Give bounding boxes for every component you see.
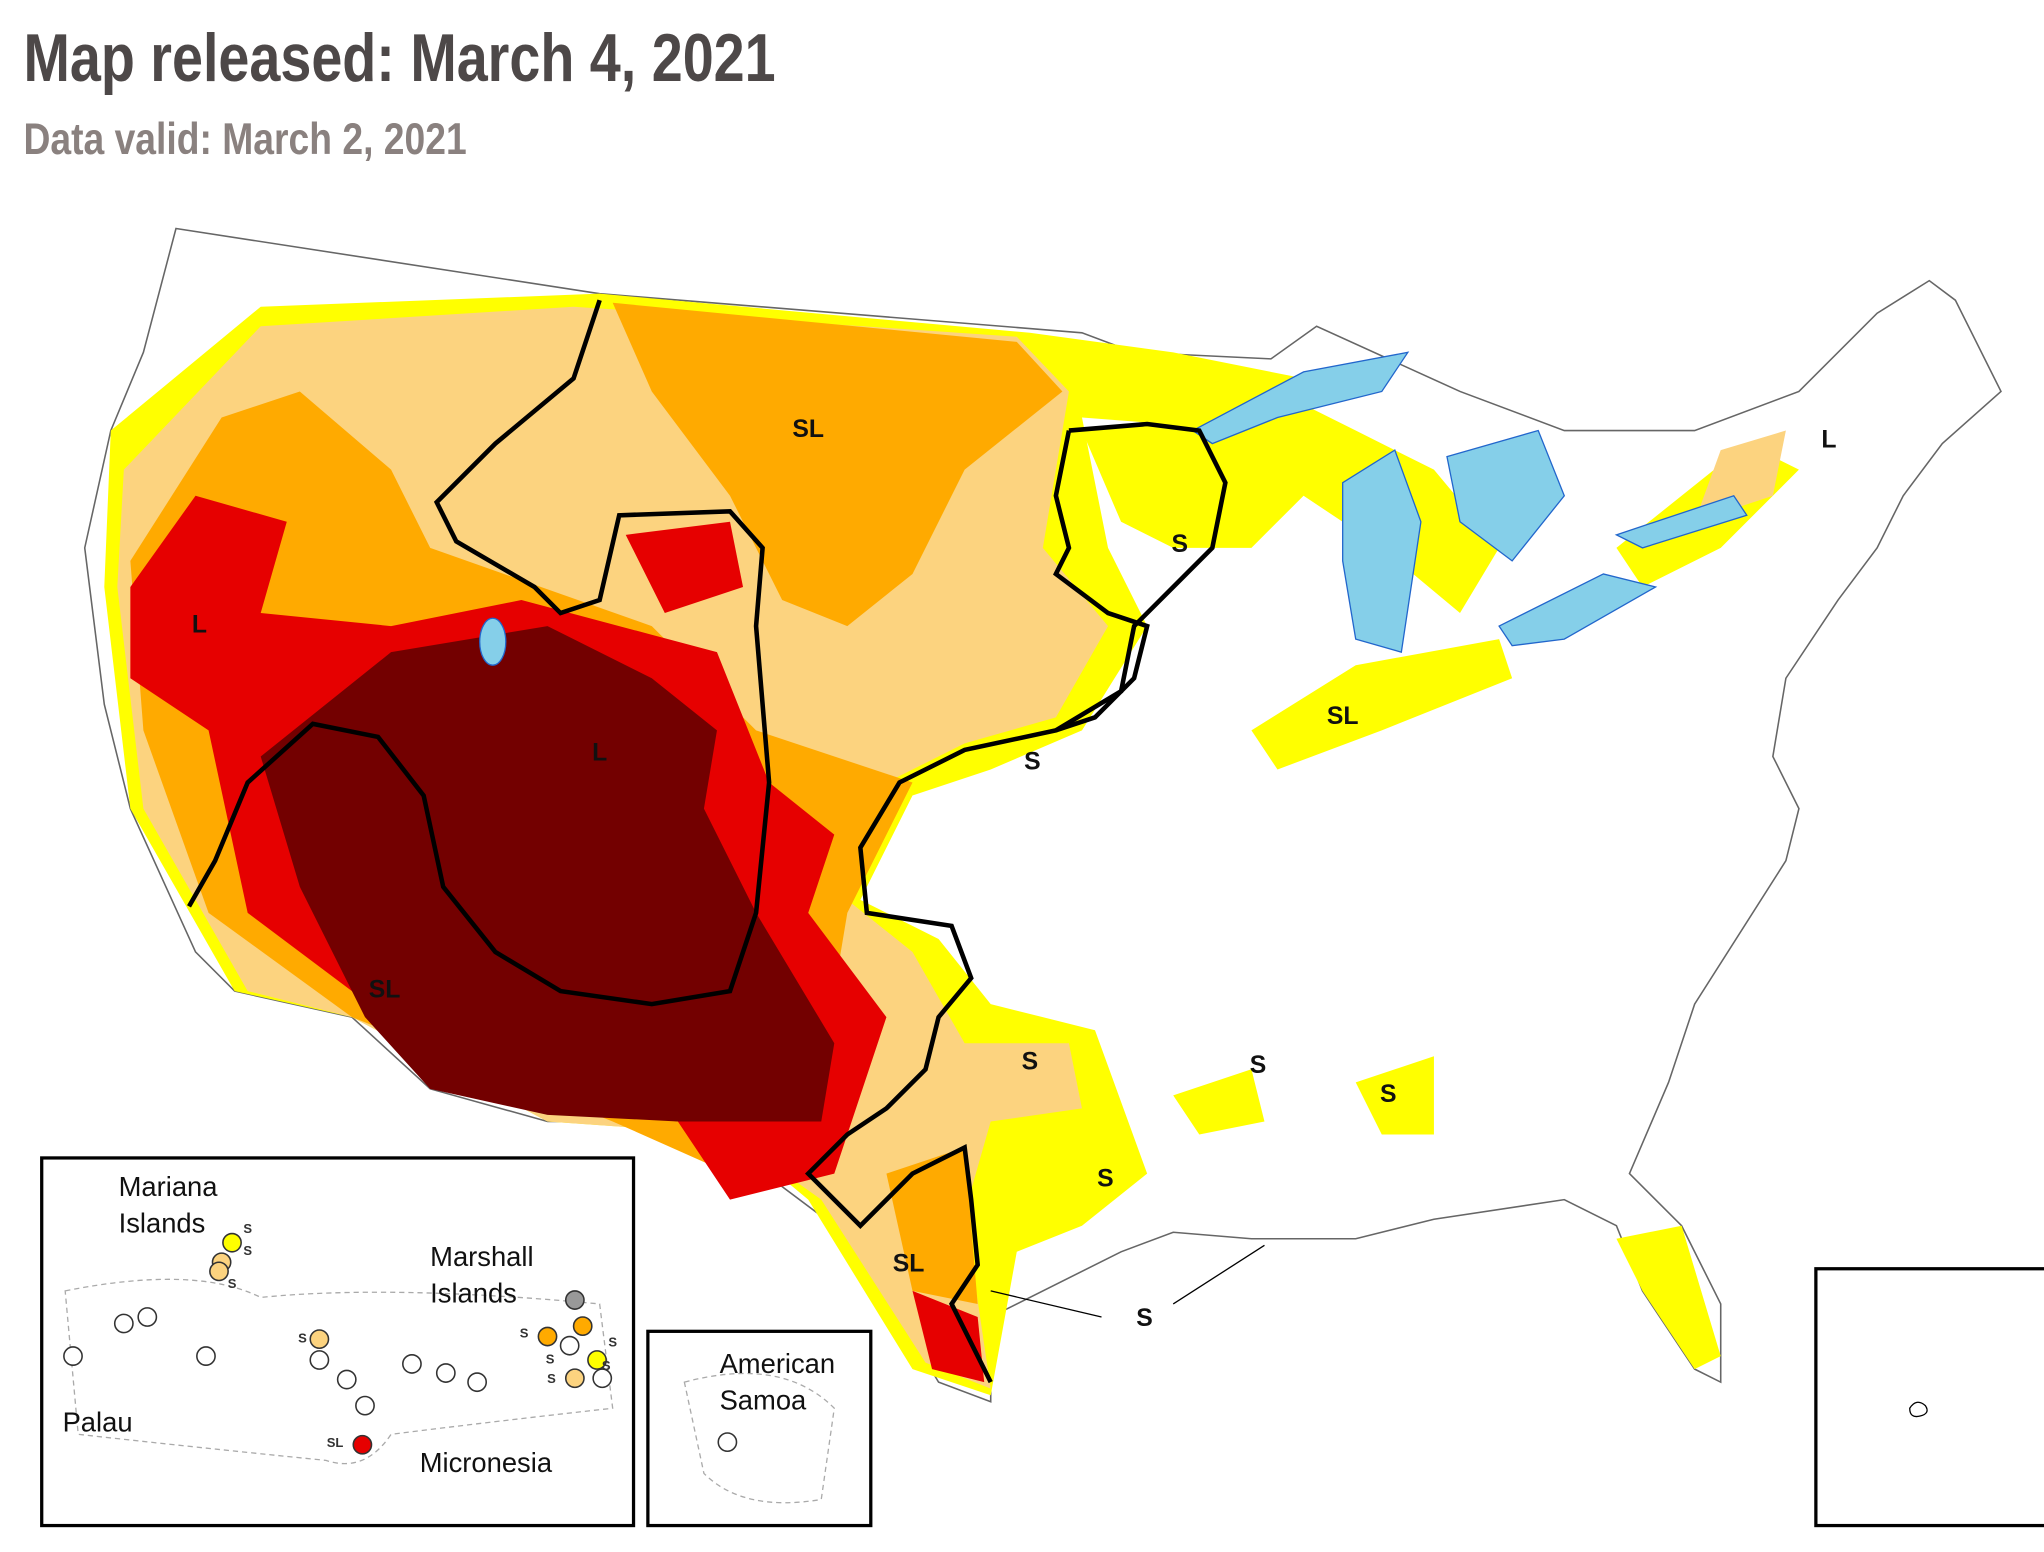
island-marker (355, 1395, 375, 1416)
impact-boundary (187, 299, 772, 1007)
dot-label: S (608, 1334, 617, 1349)
inset-label: Palau (63, 1407, 133, 1438)
island-marker (592, 1368, 613, 1389)
island-marker (137, 1307, 158, 1327)
impact-label: S (1250, 1052, 1267, 1079)
impact-label: S (1022, 1048, 1039, 1075)
dot-label: S (228, 1276, 237, 1291)
drought-area (1616, 1225, 1721, 1370)
island-marker (113, 1313, 134, 1334)
island-marker (564, 1290, 585, 1310)
impact-label: S (1136, 1305, 1153, 1332)
dot-label: S (243, 1221, 252, 1236)
impact-label: L (592, 739, 607, 766)
impact-label: SL (369, 977, 401, 1004)
drought-area (1355, 1056, 1434, 1135)
callout-line (1172, 1244, 1265, 1305)
lake (1446, 429, 1566, 562)
inset-frame (40, 1156, 636, 1528)
impact-label: L (1821, 427, 1836, 454)
island-marker (467, 1372, 488, 1393)
callout-line (990, 1290, 1102, 1318)
island-marker (63, 1346, 83, 1366)
inset-label: Islands (119, 1207, 206, 1238)
inset-label: American (720, 1348, 836, 1379)
island-marker (587, 1350, 607, 1370)
inset-region (64, 1278, 614, 1465)
lake (1498, 573, 1658, 647)
island-marker (336, 1369, 357, 1390)
inset-region (683, 1372, 835, 1504)
inset-label: Micronesia (420, 1447, 553, 1478)
dot-label: S (243, 1243, 252, 1258)
inset-frame (646, 1329, 873, 1528)
drought-area (612, 302, 1063, 627)
dot-label: S (602, 1358, 611, 1373)
inset-label: Islands (430, 1278, 517, 1309)
impact-label: S (1171, 531, 1188, 558)
inset-label: Marshall (430, 1241, 533, 1272)
drought-area (1251, 639, 1513, 770)
impact-boundary (1053, 430, 1150, 733)
drought-area (625, 521, 744, 614)
impact-boundary (804, 421, 1228, 1384)
lake (1614, 494, 1748, 549)
drought-area (886, 1147, 978, 1304)
island-marker (564, 1368, 585, 1389)
island (1909, 1401, 1928, 1418)
island-marker (717, 1432, 738, 1453)
island-marker (309, 1350, 330, 1370)
inset-label: Mariana (119, 1171, 219, 1202)
island-marker (352, 1434, 373, 1455)
island-marker (559, 1335, 580, 1356)
island-marker (572, 1316, 593, 1337)
inset-label: Samoa (720, 1385, 807, 1416)
island-marker (309, 1329, 330, 1350)
dot-label: S (298, 1331, 307, 1346)
island-marker (435, 1363, 456, 1383)
subtitle: Data valid: March 2, 2021 (23, 115, 466, 164)
impact-label: S (1024, 749, 1041, 776)
island-marker (196, 1346, 216, 1366)
island-marker (537, 1326, 558, 1347)
island-marker (402, 1354, 422, 1374)
impact-label: SL (1327, 703, 1359, 730)
dot-label: S (520, 1325, 529, 1340)
lake (1342, 449, 1422, 653)
impact-label: S (1380, 1081, 1397, 1108)
drought-area (1694, 430, 1786, 522)
lake (1191, 351, 1410, 445)
drought-area (912, 1290, 985, 1383)
impact-label: S (1097, 1166, 1114, 1193)
impact-label: SL (792, 416, 824, 443)
impact-label: L (192, 612, 207, 639)
dot-label: S (547, 1371, 556, 1386)
title: Map released: March 4, 2021 (23, 21, 775, 96)
island-marker (222, 1232, 242, 1253)
island-marker (209, 1261, 229, 1282)
dot-label: SL (327, 1435, 344, 1450)
lake (479, 617, 507, 666)
dot-label: S (546, 1351, 555, 1366)
impact-label: SL (893, 1250, 925, 1277)
inset-frame (1814, 1267, 2044, 1528)
drought-area (1173, 1069, 1265, 1135)
